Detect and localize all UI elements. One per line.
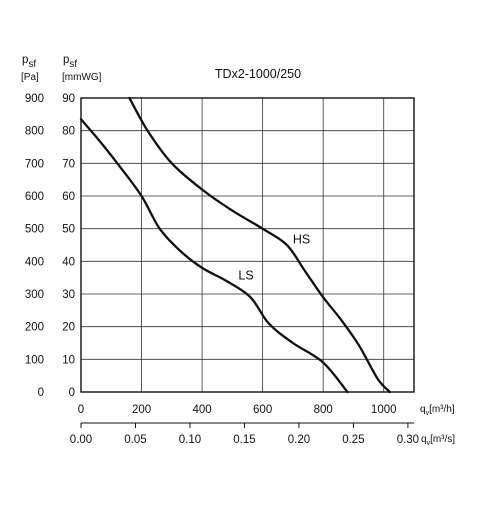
y-tick-label-mmwg: 30 [62, 289, 75, 301]
y-axis-mmwg-label: psf [mmWG] [62, 54, 102, 83]
y-tick-label-mmwg: 20 [62, 322, 75, 334]
svg-text:qv[m³/h]: qv[m³/h] [420, 404, 455, 417]
performance-curves [79, 96, 391, 394]
x-axis-m3s-label: qv[m³/s] [421, 434, 455, 447]
y-axis-pa-label: psf [Pa] [21, 54, 39, 83]
x-tick-label-m3h: 400 [192, 404, 211, 416]
y-tick-label-pa: 200 [25, 322, 44, 334]
svg-text:psf: psf [22, 54, 36, 70]
y-tick-label-pa: 900 [25, 93, 44, 105]
chart-title: TDx2-1000/250 [215, 67, 301, 81]
x-tick-label-m3h: 600 [253, 404, 272, 416]
x-tick-label-m3h: 800 [314, 404, 333, 416]
x-tick-label-m3s: 0.00 [70, 434, 92, 446]
x-ticks-m3h: 0 200 400 600 800 1000 [78, 404, 397, 416]
x-tick-label-m3s: 0.05 [124, 434, 146, 446]
series-labels: HS LS [238, 232, 310, 282]
x-tick-label-m3s: 0.20 [288, 434, 310, 446]
y-tick-label-mmwg: 10 [62, 354, 75, 366]
curve-hs [128, 96, 391, 394]
y-tick-label-pa: 500 [25, 224, 44, 236]
y-ticks-pa: 0 100 200 300 400 500 600 700 800 900 [25, 93, 44, 399]
y-ticks-mmwg: 0 10 20 30 40 50 60 70 80 90 [62, 93, 75, 399]
y-tick-label-mmwg: 40 [62, 256, 75, 268]
y-tick-label-mmwg: 0 [69, 387, 75, 399]
svg-text:[Pa]: [Pa] [21, 72, 39, 83]
y-tick-label-mmwg: 80 [62, 126, 75, 138]
x-tick-label-m3h: 0 [78, 404, 84, 416]
y-tick-label-pa: 400 [25, 256, 44, 268]
curve-ls [79, 118, 349, 394]
grid-lines [81, 98, 414, 392]
y-tick-label-mmwg: 60 [62, 191, 75, 203]
x-tick-label-m3h: 1000 [371, 404, 397, 416]
y-tick-label-pa: 300 [25, 289, 44, 301]
y-tick-label-mmwg: 90 [62, 93, 75, 105]
x-ticks-m3s: 0.00 0.05 0.10 0.15 0.20 0.25 0.30 [70, 423, 419, 446]
y-tick-label-mmwg: 50 [62, 224, 75, 236]
svg-text:[mmWG]: [mmWG] [62, 72, 102, 83]
y-tick-label-pa: 800 [25, 126, 44, 138]
series-label-ls: LS [238, 268, 253, 282]
svg-text:psf: psf [63, 54, 77, 70]
x-tick-label-m3h: 200 [132, 404, 151, 416]
series-label-hs: HS [293, 232, 310, 246]
x-tick-label-m3s: 0.15 [233, 434, 255, 446]
y-tick-label-pa: 700 [25, 158, 44, 170]
y-tick-label-pa: 100 [25, 354, 44, 366]
y-tick-label-pa: 0 [38, 387, 44, 399]
x-tick-label-m3s: 0.30 [397, 434, 419, 446]
y-tick-label-pa: 600 [25, 191, 44, 203]
x-tick-label-m3s: 0.10 [179, 434, 201, 446]
x-axis-m3h-label: qv[m³/h] [420, 404, 455, 417]
svg-text:qv[m³/s]: qv[m³/s] [421, 434, 455, 447]
x-tick-label-m3s: 0.25 [342, 434, 364, 446]
plot-frame [80, 97, 415, 393]
y-tick-label-mmwg: 70 [62, 158, 75, 170]
